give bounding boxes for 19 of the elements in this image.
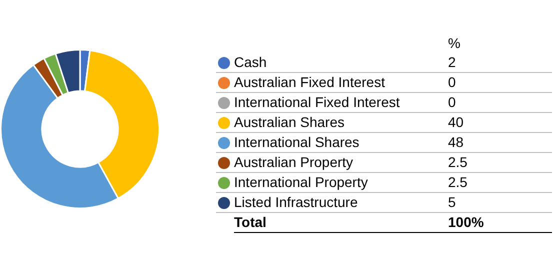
legend-label: Cash bbox=[234, 53, 442, 72]
legend-label: International Property bbox=[234, 172, 442, 192]
text: 0 bbox=[448, 74, 456, 90]
data-label: 48 bbox=[442, 132, 552, 152]
legend-title: % bbox=[447, 34, 462, 53]
data-label: 40 bbox=[442, 112, 552, 132]
legend-label: International Fixed Interest bbox=[234, 92, 442, 112]
data-label: 2 bbox=[442, 53, 552, 72]
legend-label: Australian Fixed Interest bbox=[234, 72, 442, 92]
legend-label: Australian Property bbox=[234, 152, 442, 172]
legend-label: Australian Shares bbox=[234, 112, 442, 132]
data-label: 2.5 bbox=[442, 172, 552, 192]
text: Total bbox=[234, 212, 442, 232]
legend-label: Listed Infrastructure bbox=[234, 192, 442, 212]
data-label: 5 bbox=[442, 192, 552, 212]
text: 100% bbox=[442, 212, 552, 232]
text: 0 bbox=[448, 94, 456, 110]
data-label: 2.5 bbox=[442, 152, 552, 172]
legend-label: International Shares bbox=[234, 132, 442, 152]
